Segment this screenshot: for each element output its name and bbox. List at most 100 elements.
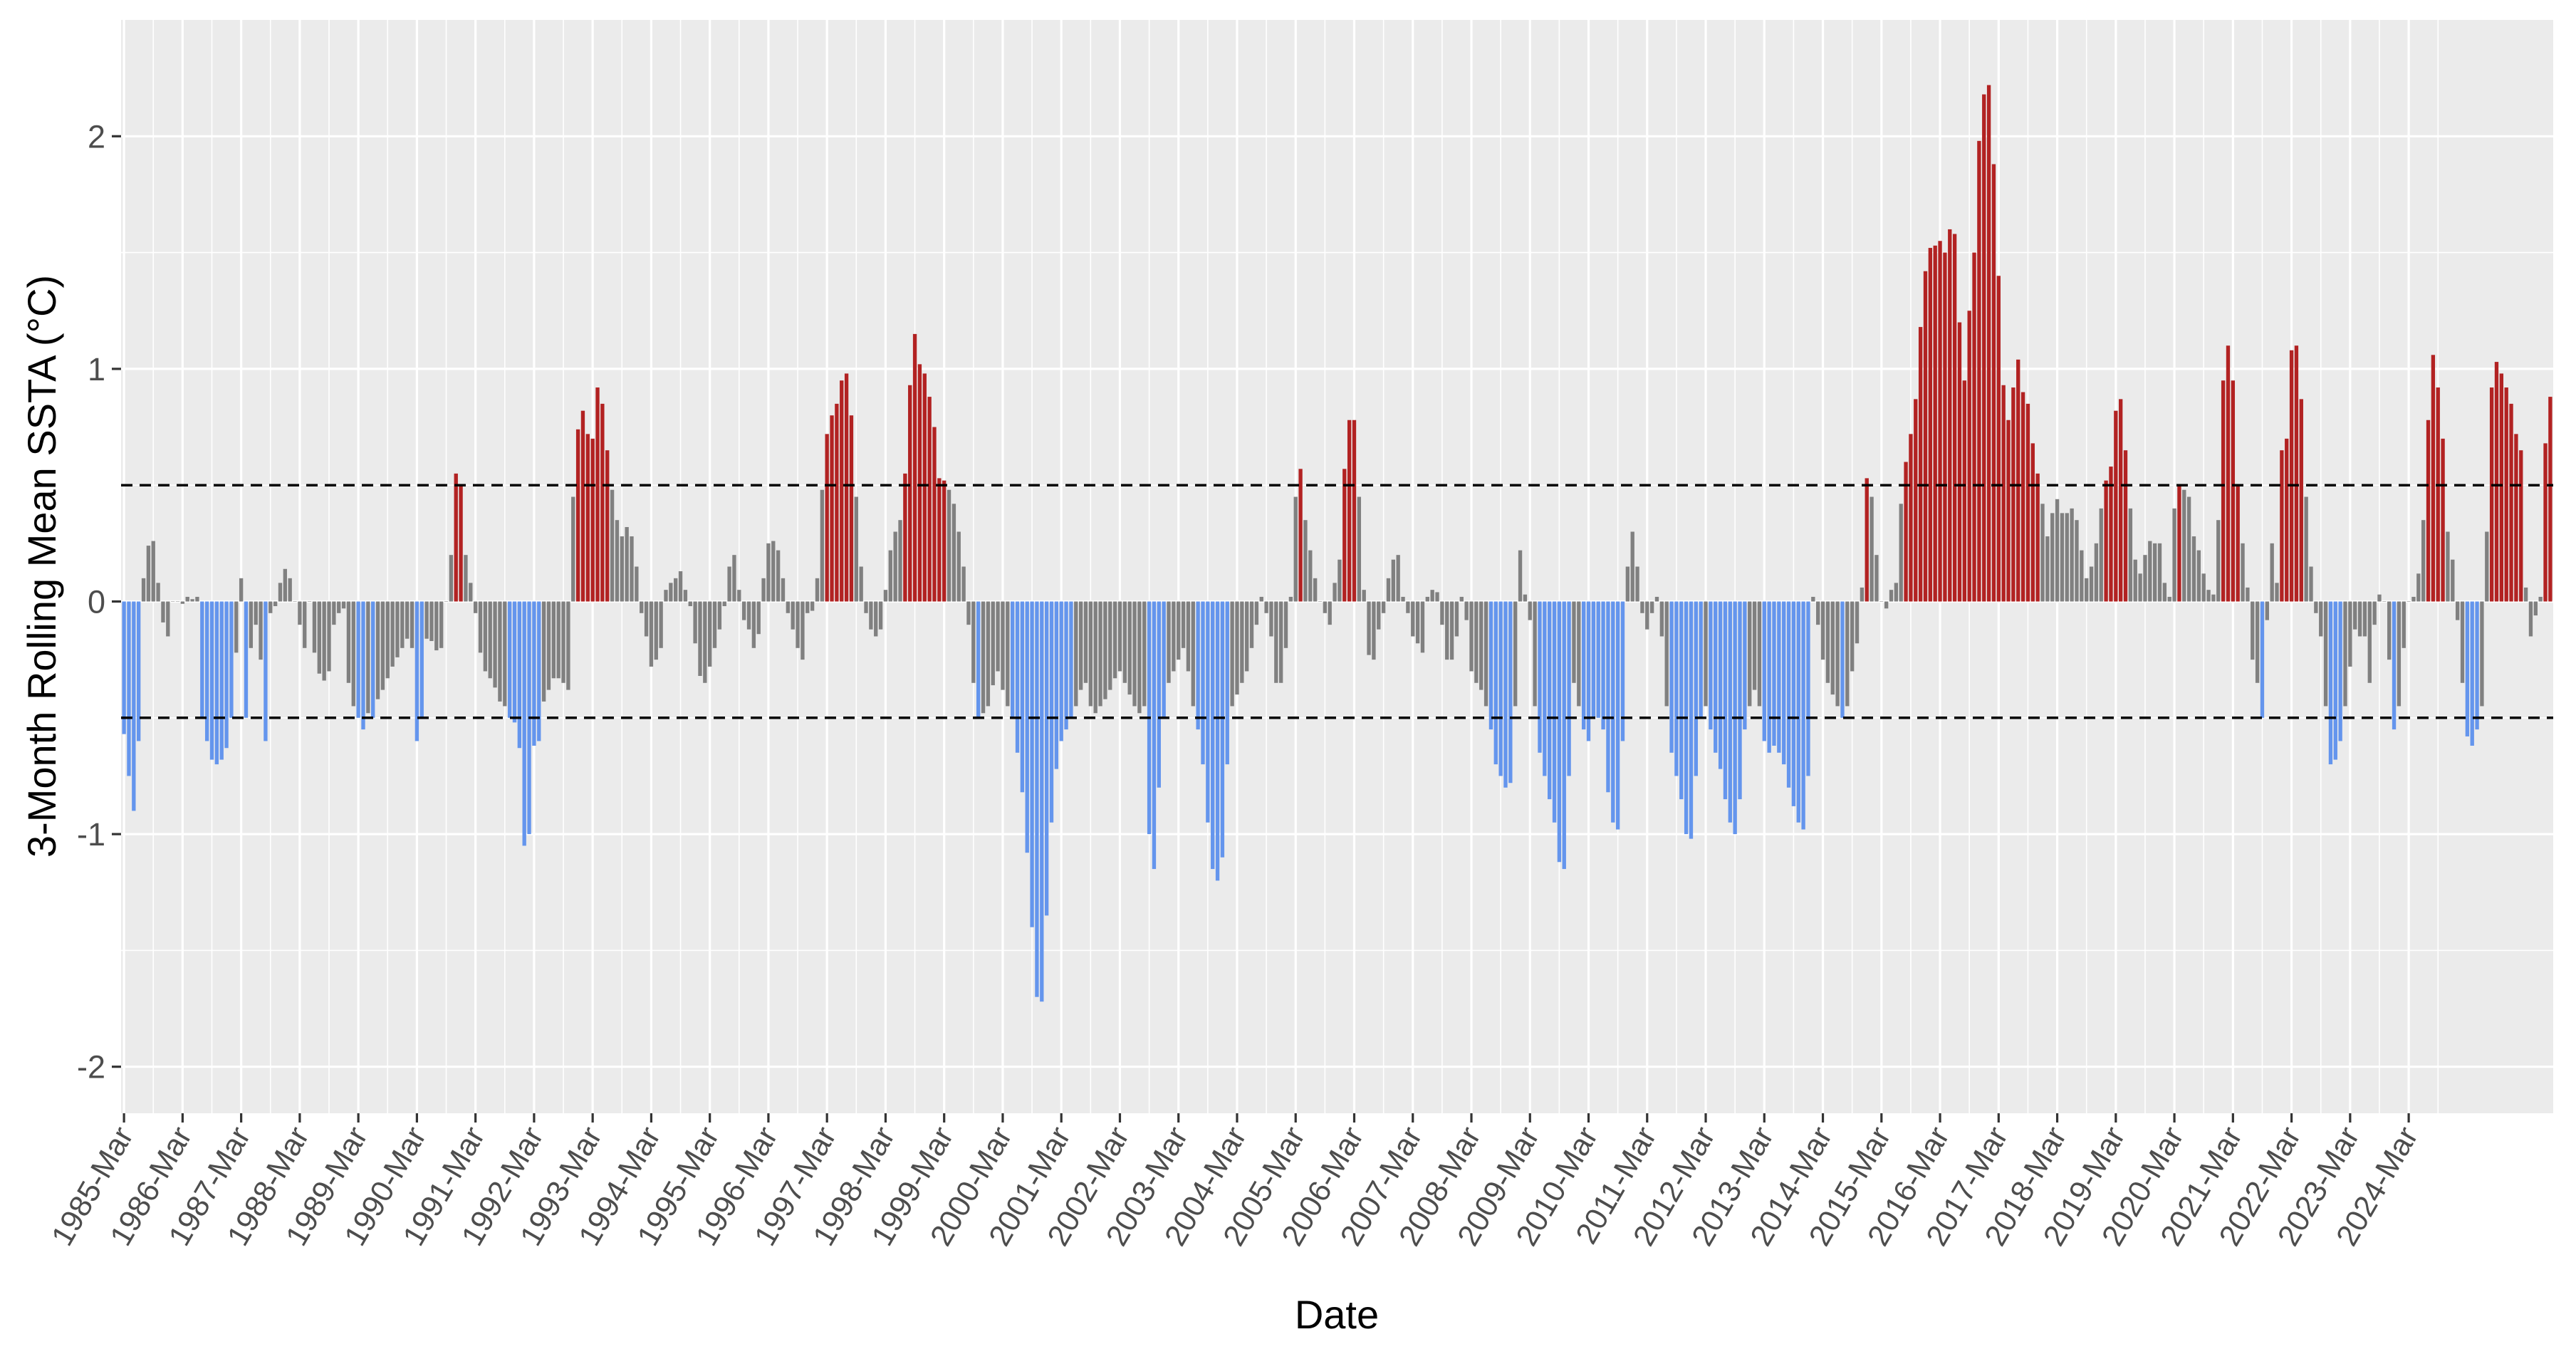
bar — [644, 601, 649, 637]
bar — [1533, 601, 1537, 707]
bar — [1269, 601, 1273, 637]
bar — [1718, 601, 1723, 769]
bar — [917, 364, 922, 602]
threshold-lines — [121, 484, 2553, 719]
bar — [1923, 271, 1928, 602]
bar — [1059, 601, 1063, 741]
bar — [1894, 583, 1899, 602]
bar — [1015, 601, 1020, 753]
bar — [1840, 601, 1845, 718]
bar — [2333, 601, 2337, 760]
x-axis: 1985-Mar1986-Mar1987-Mar1988-Mar1989-Mar… — [45, 1113, 2425, 1251]
bar — [2191, 536, 2196, 602]
bar — [1357, 496, 1362, 602]
bar — [229, 601, 234, 718]
bar — [2431, 355, 2436, 602]
bar — [2128, 508, 2133, 602]
bar — [1538, 601, 1542, 753]
bar — [2480, 601, 2484, 707]
bar — [1049, 601, 1054, 823]
bar — [2353, 601, 2357, 630]
bar — [2055, 499, 2060, 602]
bar — [1874, 555, 1879, 602]
bar — [1342, 469, 1347, 602]
bar — [590, 438, 595, 602]
bar — [688, 601, 692, 607]
bar — [361, 601, 365, 730]
bar — [507, 601, 512, 718]
bar — [1572, 601, 1576, 683]
bar — [1669, 601, 1674, 753]
bar — [209, 601, 214, 760]
bar — [2489, 387, 2494, 602]
bar — [1088, 601, 1093, 707]
bar — [2216, 520, 2221, 602]
bar — [1845, 601, 1850, 707]
bar — [1132, 601, 1137, 707]
bar — [1591, 601, 1596, 718]
bar — [410, 601, 414, 648]
bar — [1386, 578, 1391, 602]
bar — [1548, 601, 1552, 800]
bar — [1098, 601, 1102, 707]
bar — [1767, 601, 1771, 753]
bar — [1557, 601, 1562, 863]
bar — [1152, 601, 1157, 870]
bar — [2421, 520, 2426, 602]
bar — [449, 555, 454, 602]
bar — [1381, 601, 1386, 613]
bar — [840, 380, 844, 602]
bar — [927, 397, 932, 602]
bar — [1796, 601, 1800, 823]
bar — [674, 578, 678, 602]
bar — [1064, 601, 1068, 730]
bar — [219, 601, 224, 760]
bar — [541, 601, 546, 702]
bar — [1694, 601, 1698, 776]
bar — [303, 601, 307, 648]
bar — [1855, 601, 1860, 644]
bar — [669, 583, 673, 602]
bar — [1288, 596, 1293, 602]
bar — [532, 601, 536, 746]
bar — [1611, 601, 1615, 823]
bar — [1928, 248, 1933, 602]
bar — [459, 485, 463, 602]
bar — [1518, 550, 1523, 602]
bar — [717, 601, 722, 630]
bar — [146, 546, 151, 602]
bar — [1899, 504, 1903, 602]
bar — [175, 601, 180, 602]
bar — [1108, 601, 1112, 690]
bar — [1440, 601, 1444, 625]
bar — [825, 434, 829, 602]
bar — [1811, 596, 1815, 602]
bar — [1211, 601, 1215, 870]
bar — [1245, 601, 1249, 672]
bar — [2196, 550, 2201, 602]
bar — [2280, 450, 2284, 602]
bar — [1714, 601, 1718, 753]
bars — [122, 85, 2552, 1002]
bar — [1010, 601, 1015, 718]
bar — [312, 601, 317, 653]
bar — [635, 566, 639, 602]
bar — [122, 601, 126, 734]
bar — [1425, 596, 1429, 602]
bar — [1508, 601, 1513, 783]
bar — [776, 550, 781, 602]
bar — [922, 373, 927, 602]
bar — [351, 601, 355, 707]
bar — [2319, 601, 2323, 637]
bar — [1909, 434, 1913, 602]
bar — [1264, 601, 1268, 613]
bar — [200, 601, 204, 718]
bar — [781, 578, 786, 602]
bar — [2441, 438, 2445, 602]
bar — [2231, 380, 2236, 602]
bar — [1093, 601, 1097, 714]
bar — [1996, 276, 2001, 602]
bar — [1679, 601, 1684, 800]
bar — [888, 550, 892, 602]
bar — [1820, 601, 1825, 660]
